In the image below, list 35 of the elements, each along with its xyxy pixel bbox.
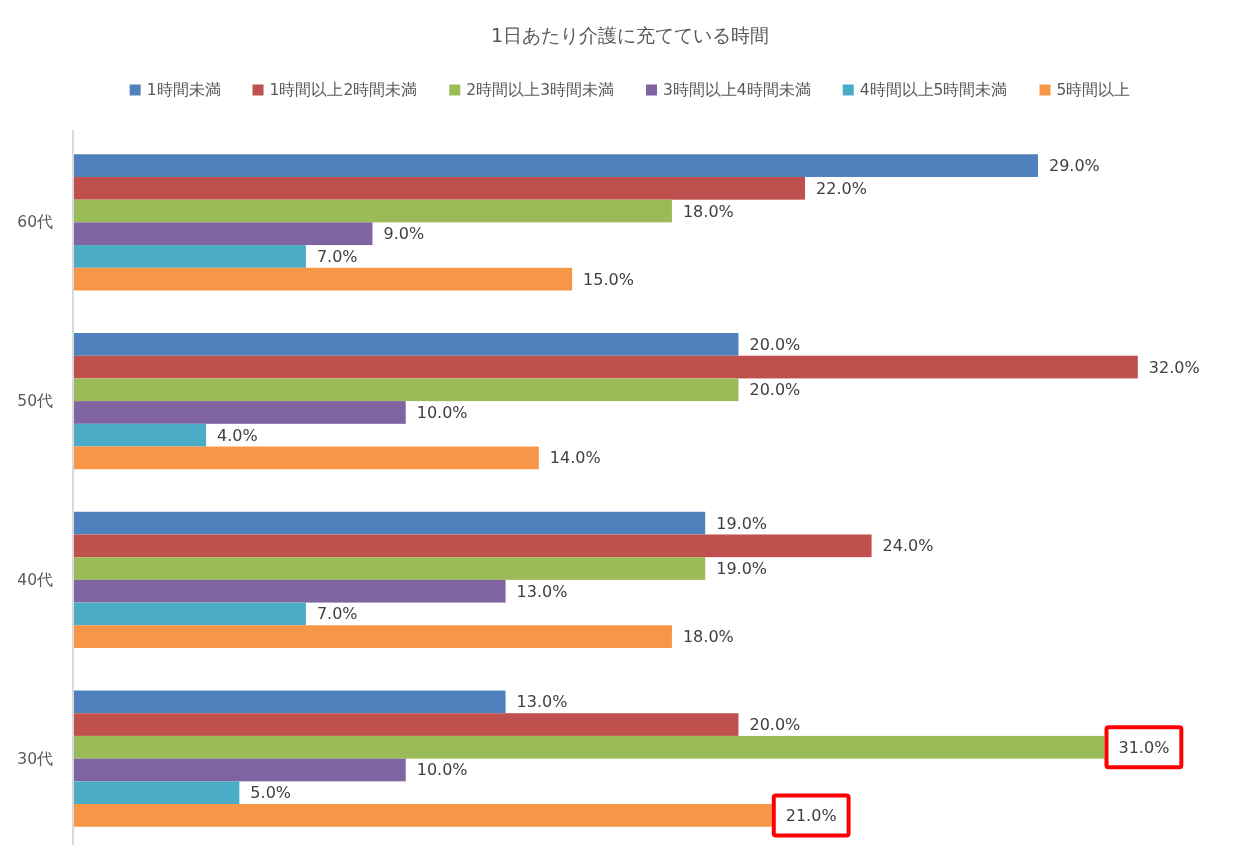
data-label: 10.0% (416, 760, 468, 780)
category-label: 60代 (17, 213, 53, 232)
data-label: 32.0% (1148, 357, 1200, 377)
data-label: 19.0% (716, 559, 768, 578)
category-label: 30代 (17, 749, 53, 768)
data-label: 24.0% (882, 536, 934, 556)
data-label: 4.0% (217, 425, 258, 445)
annotation-text: 31.0% (1118, 737, 1170, 757)
data-label: 22.0% (816, 178, 867, 198)
legend-label: 1時間以上2時間未満 (269, 81, 418, 99)
category-label: 50代 (17, 392, 53, 411)
data-label: 20.0% (749, 334, 801, 354)
legend-label: 3時間以上4時間未満 (663, 81, 811, 99)
category-label: 40代 (17, 570, 53, 589)
data-label: 15.0% (583, 269, 634, 289)
data-label: 9.0% (383, 224, 425, 244)
legend-label: 5時間以上 (1056, 81, 1131, 99)
title: 1日あたり介護に充てている時間 (490, 24, 770, 46)
data-label: 20.0% (749, 380, 801, 400)
data-label: 13.0% (516, 581, 568, 601)
data-label: 7.0% (316, 604, 358, 624)
legend-label: 2時間以上3時間未満 (466, 81, 614, 99)
data-label: 7.0% (316, 246, 358, 266)
legend-label: 4時間以上5時間未満 (859, 81, 1008, 99)
annotation-text: 21.0% (785, 805, 837, 825)
data-label: 18.0% (682, 627, 734, 647)
data-label: 13.0% (516, 692, 568, 712)
data-label: 14.0% (549, 448, 601, 468)
data-label: 5.0% (250, 783, 292, 803)
legend-label: 1時間未満 (146, 81, 221, 99)
data-label: 20.0% (749, 715, 801, 735)
data-label: 29.0% (1048, 156, 1100, 176)
data-label: 10.0% (416, 403, 468, 422)
data-label: 18.0% (682, 201, 734, 221)
data-label: 19.0% (716, 513, 768, 533)
